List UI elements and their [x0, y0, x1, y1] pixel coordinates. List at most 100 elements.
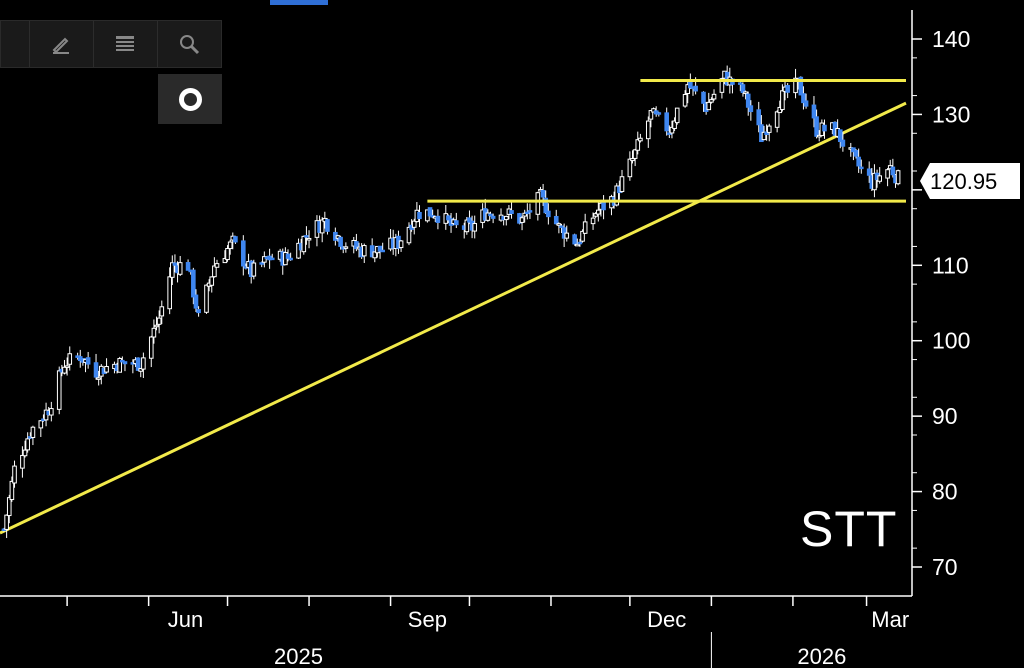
- candle-up: [167, 276, 172, 310]
- rising-trendline[interactable]: [0, 101, 907, 535]
- candle-down: [193, 294, 199, 309]
- candle-down: [856, 156, 861, 167]
- candle-up: [766, 125, 772, 133]
- candle-up: [406, 226, 412, 244]
- candle-up: [743, 91, 748, 94]
- candle-down: [288, 257, 293, 261]
- candle-down: [354, 241, 359, 250]
- candle-up: [780, 90, 785, 110]
- candle-up: [138, 368, 144, 372]
- candle-down: [122, 361, 128, 365]
- candle-down: [756, 109, 762, 126]
- candle-down: [798, 76, 804, 96]
- candle-up: [49, 408, 54, 416]
- candle-down: [546, 210, 551, 218]
- y-tick-label: 130: [932, 101, 970, 127]
- candle-up: [574, 243, 580, 247]
- candle-up: [522, 212, 527, 217]
- candle-up: [22, 449, 28, 457]
- candle-down: [369, 245, 375, 258]
- candle-down: [435, 215, 441, 223]
- candle-up: [630, 158, 635, 162]
- candle-down: [853, 150, 859, 157]
- candle-up: [885, 169, 890, 179]
- candle-down: [93, 362, 99, 378]
- candle-down: [259, 262, 265, 265]
- candle-up: [793, 77, 798, 94]
- candle-up: [306, 237, 312, 241]
- x-month-label: Jun: [168, 607, 203, 632]
- candle-up: [674, 107, 680, 124]
- candle-up: [64, 365, 70, 368]
- candle-up: [411, 220, 417, 228]
- candle-up: [398, 240, 404, 249]
- candle-up: [12, 465, 17, 484]
- candle-down: [656, 112, 662, 115]
- candle-up: [4, 514, 9, 530]
- ticker-label: STT: [800, 501, 898, 557]
- settings-button[interactable]: [158, 74, 222, 124]
- pen-icon: [52, 37, 70, 54]
- candle-up: [464, 219, 470, 233]
- candle-down: [577, 241, 583, 245]
- support-resistance-lines: [427, 78, 906, 203]
- y-tick-label: 70: [932, 554, 958, 580]
- candle-up: [159, 306, 165, 317]
- candle-up: [535, 192, 541, 215]
- candle-down: [822, 124, 827, 132]
- candle-down: [377, 245, 383, 252]
- candle-down: [191, 269, 196, 298]
- candle-up: [485, 212, 491, 221]
- candle-up: [301, 235, 307, 253]
- x-month-label: Dec: [647, 607, 686, 632]
- candle-up: [177, 262, 183, 275]
- candle-down: [801, 93, 806, 104]
- candle-up: [582, 221, 588, 234]
- active-tab-indicator[interactable]: [270, 0, 328, 5]
- candle-down: [553, 215, 559, 225]
- candle-up: [20, 454, 25, 469]
- y-tick-label: 90: [932, 403, 958, 429]
- candle-up: [67, 353, 73, 365]
- candle-down: [241, 240, 246, 267]
- candle-down: [304, 235, 309, 238]
- candle-down: [120, 359, 125, 363]
- candle-up: [777, 106, 783, 114]
- candle-up: [672, 120, 677, 130]
- list-button[interactable]: [94, 21, 158, 67]
- candle-down: [866, 168, 872, 176]
- last-price-value: 120.95: [930, 169, 998, 194]
- candle-up: [651, 108, 656, 113]
- candle-down: [837, 129, 843, 143]
- panel-edge-button[interactable]: [1, 21, 30, 67]
- candle-up: [214, 263, 220, 268]
- candle-down: [664, 112, 669, 132]
- candle-down: [488, 213, 493, 217]
- x-month-label: Sep: [408, 607, 447, 632]
- candle-up: [156, 317, 162, 325]
- candle-down: [135, 357, 141, 371]
- candle-up: [6, 497, 12, 517]
- candle-up: [56, 370, 62, 410]
- magnifier-icon: [180, 35, 200, 55]
- last-price-tag: 120.95: [920, 161, 1021, 201]
- draw-button[interactable]: [30, 21, 94, 67]
- candle-up: [148, 336, 154, 359]
- candle-up: [170, 262, 175, 278]
- candle-up: [204, 284, 209, 313]
- candle-down: [467, 217, 472, 223]
- candle-down: [338, 236, 343, 247]
- candle-up: [209, 276, 215, 286]
- y-tick-label: 80: [932, 479, 958, 505]
- candle-up: [682, 94, 688, 107]
- candle-up: [635, 139, 641, 151]
- candle-up: [685, 84, 691, 94]
- candle-up: [222, 258, 228, 264]
- candle-down: [285, 253, 291, 259]
- candle-up: [706, 101, 712, 111]
- zoom-button[interactable]: [158, 21, 221, 67]
- candle-up: [225, 248, 230, 261]
- candle-up: [503, 215, 509, 221]
- candle-up: [895, 170, 901, 185]
- candle-up: [9, 480, 15, 501]
